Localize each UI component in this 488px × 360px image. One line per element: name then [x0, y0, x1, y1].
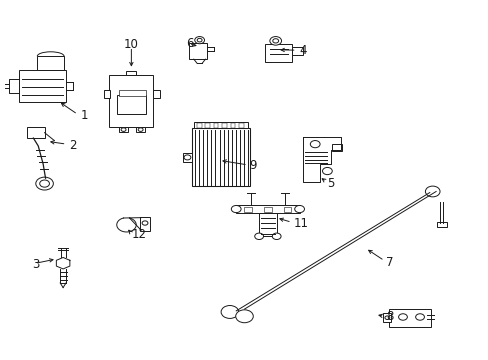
Bar	[222, 123, 226, 128]
Circle shape	[183, 155, 190, 160]
Circle shape	[36, 177, 53, 190]
Bar	[244, 207, 252, 212]
Circle shape	[310, 140, 320, 148]
Bar	[183, 153, 191, 162]
Text: 12: 12	[131, 228, 146, 241]
Bar	[119, 90, 146, 96]
Text: 4: 4	[299, 44, 306, 57]
Text: 1: 1	[80, 109, 87, 122]
Bar	[103, 90, 110, 98]
Circle shape	[398, 314, 407, 320]
Bar	[136, 127, 145, 132]
Bar	[383, 314, 390, 322]
Bar	[205, 123, 210, 128]
Bar	[331, 144, 341, 151]
Circle shape	[269, 37, 281, 45]
Circle shape	[138, 128, 143, 131]
Text: 3: 3	[32, 258, 40, 271]
Circle shape	[235, 310, 253, 323]
Bar	[117, 95, 146, 114]
Circle shape	[194, 37, 204, 44]
Bar	[236, 205, 299, 213]
Bar	[119, 127, 128, 132]
Circle shape	[272, 39, 278, 43]
Text: 8: 8	[385, 310, 392, 324]
Circle shape	[121, 128, 126, 131]
Bar	[37, 56, 64, 70]
Circle shape	[294, 206, 304, 213]
Bar	[196, 123, 201, 128]
Circle shape	[197, 39, 202, 42]
Circle shape	[231, 206, 241, 213]
Bar	[291, 46, 302, 55]
Text: 7: 7	[385, 256, 393, 269]
Circle shape	[425, 186, 439, 197]
Bar	[19, 70, 65, 102]
Bar	[239, 123, 244, 128]
Text: 11: 11	[293, 217, 307, 230]
Bar	[264, 44, 291, 62]
Circle shape	[142, 221, 148, 225]
Bar	[191, 129, 250, 186]
Circle shape	[415, 314, 424, 320]
Bar	[193, 122, 248, 129]
Bar	[264, 207, 271, 212]
Bar	[259, 213, 276, 236]
Text: 10: 10	[123, 38, 139, 51]
Circle shape	[272, 233, 281, 239]
Bar	[27, 127, 44, 138]
Text: 6: 6	[185, 36, 193, 50]
Bar	[230, 123, 235, 128]
Text: 5: 5	[327, 177, 334, 190]
Bar	[436, 222, 446, 227]
Bar	[140, 217, 150, 231]
Bar	[153, 90, 159, 98]
Circle shape	[40, 180, 49, 187]
Circle shape	[221, 306, 238, 319]
Bar	[283, 207, 291, 212]
Bar	[109, 75, 153, 127]
Bar	[125, 71, 136, 75]
Circle shape	[322, 167, 331, 175]
Circle shape	[254, 233, 263, 239]
Text: 9: 9	[249, 159, 256, 172]
Bar	[213, 123, 218, 128]
Text: 2: 2	[69, 139, 76, 152]
Bar	[388, 309, 430, 327]
Bar	[188, 43, 207, 59]
Circle shape	[384, 316, 389, 319]
